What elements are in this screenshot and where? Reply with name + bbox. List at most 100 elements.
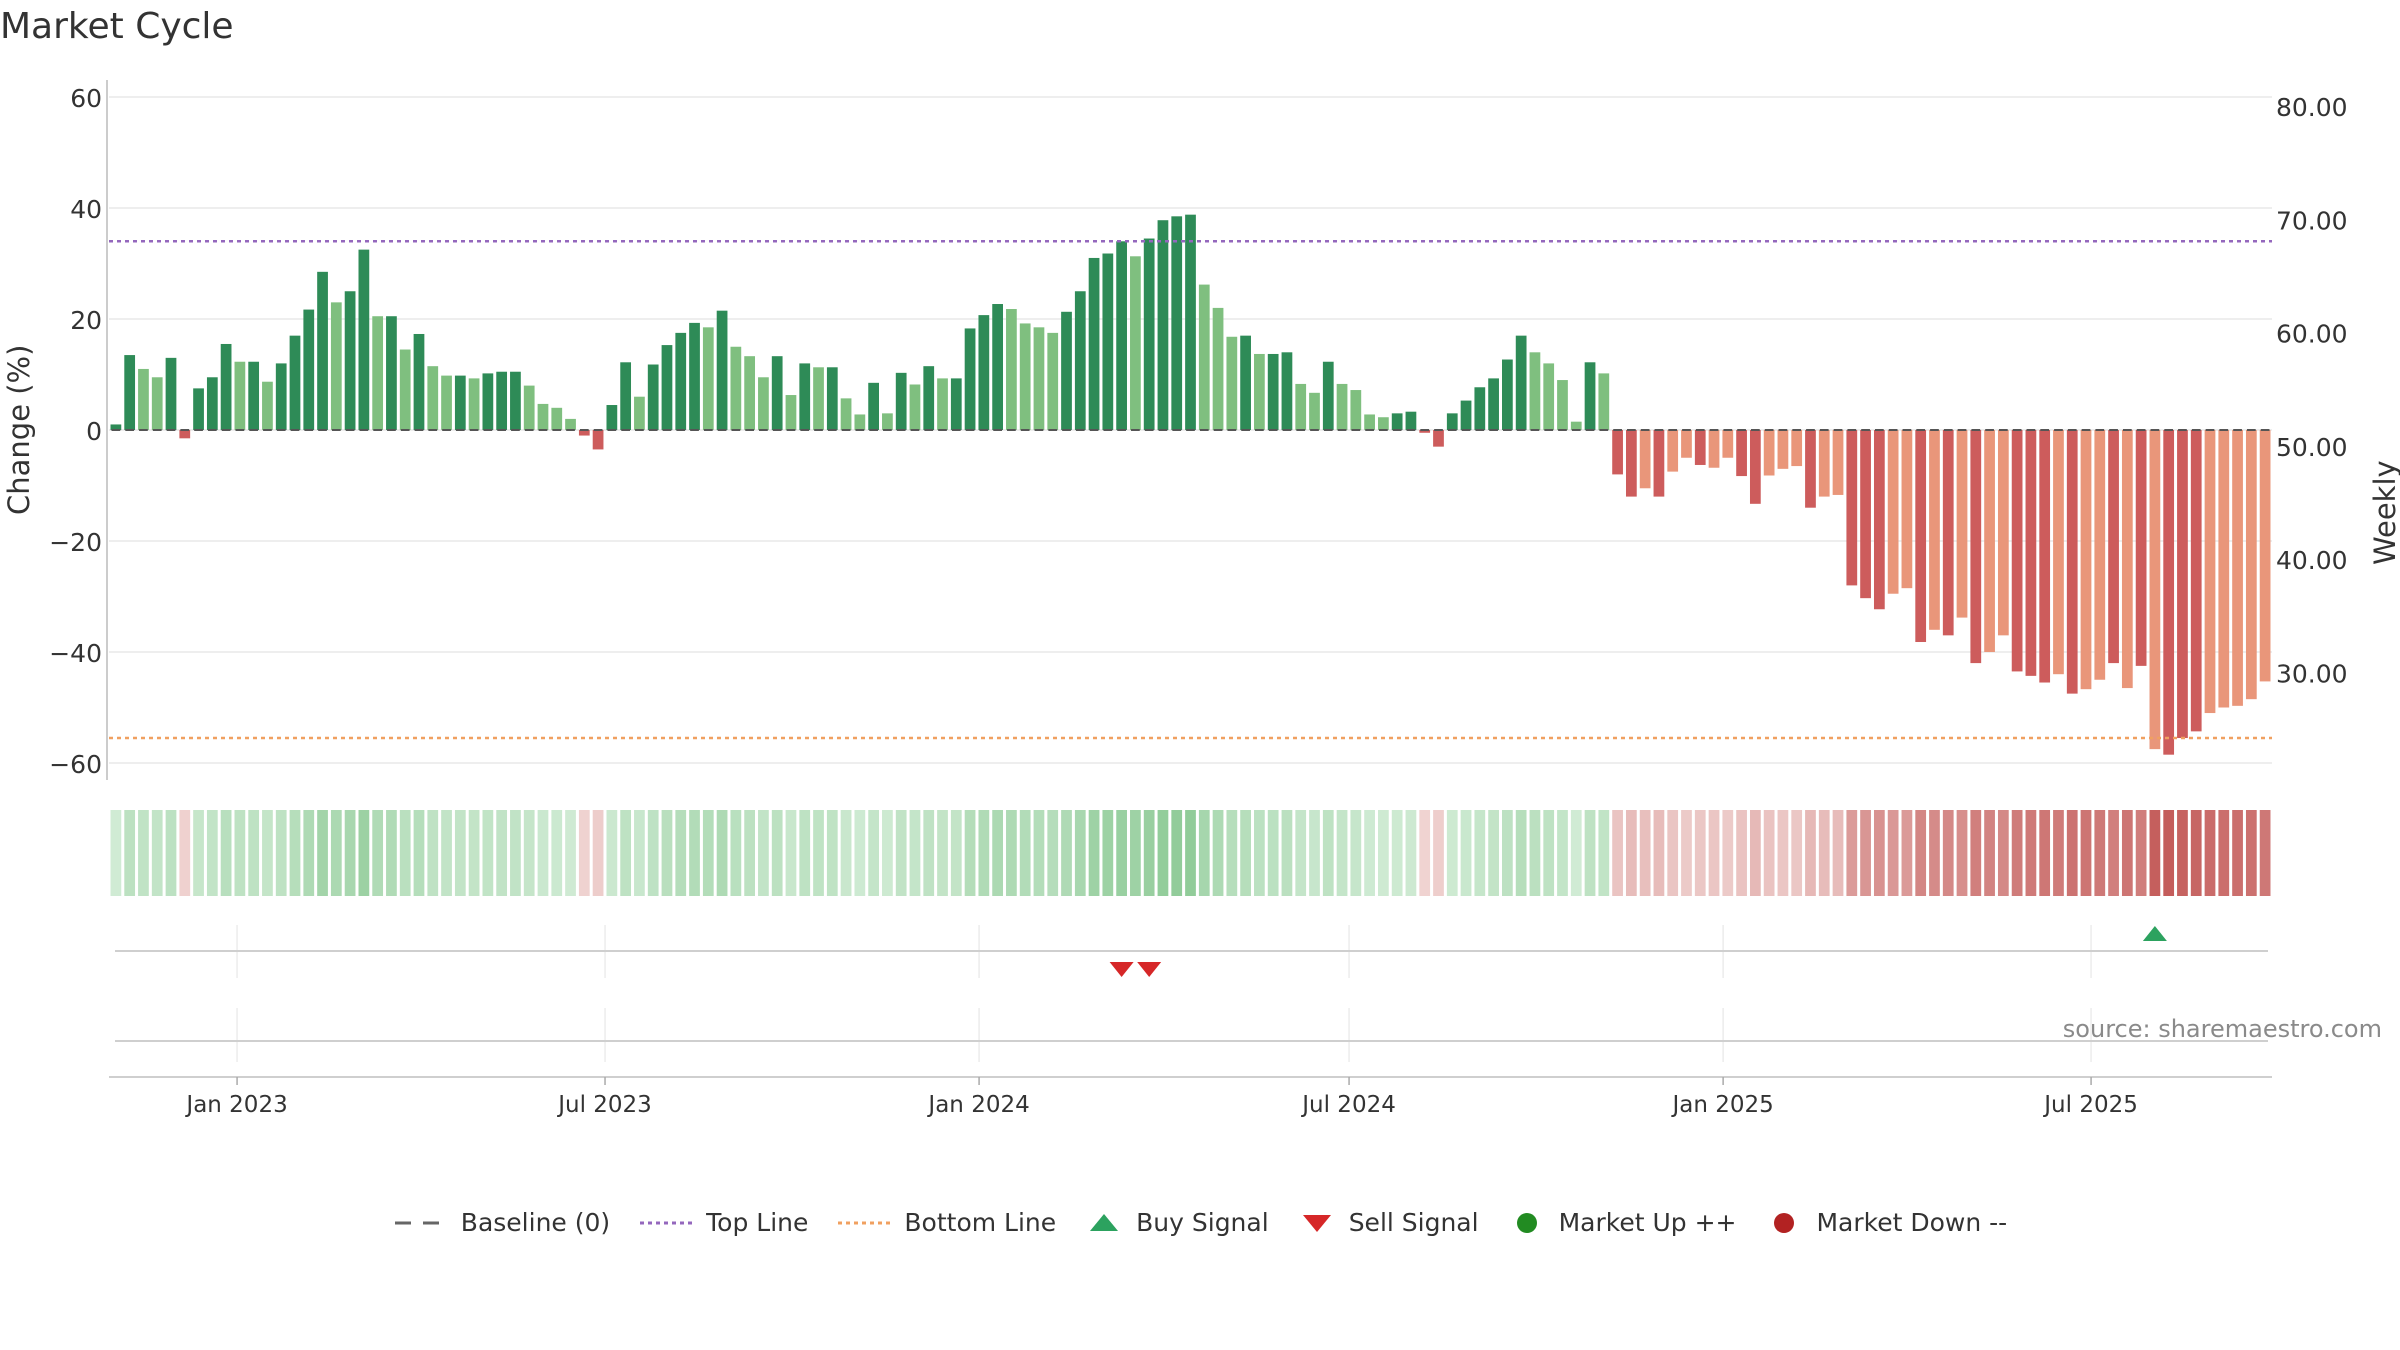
change-bar bbox=[606, 405, 618, 430]
heat-cell bbox=[1185, 810, 1196, 896]
heat-cell bbox=[1350, 810, 1362, 896]
change-bar bbox=[1942, 430, 1954, 636]
legend-top-line-label: Top Line bbox=[706, 1208, 809, 1237]
legend-sell-signal: Sell Signal bbox=[1297, 1208, 1479, 1237]
change-bar bbox=[978, 315, 990, 430]
heat-cell bbox=[1736, 810, 1747, 896]
change-bar bbox=[1446, 413, 1458, 430]
heat-cell bbox=[1901, 810, 1913, 896]
change-bar bbox=[399, 349, 411, 430]
heat-cell bbox=[2066, 810, 2078, 896]
change-bar bbox=[1763, 430, 1775, 476]
y2-tick-label: 70.00 bbox=[2276, 206, 2348, 235]
change-bar bbox=[813, 367, 824, 430]
change-bar bbox=[1515, 335, 1527, 430]
heat-cell bbox=[702, 810, 714, 896]
heat-cell bbox=[937, 810, 948, 896]
heat-cell bbox=[303, 810, 315, 896]
change-bar bbox=[702, 327, 714, 430]
legend-market-up: Market Up ++ bbox=[1507, 1208, 1736, 1237]
change-bar bbox=[565, 418, 576, 430]
change-bar bbox=[1694, 430, 1706, 465]
change-bar bbox=[427, 366, 439, 430]
change-bar bbox=[275, 363, 287, 430]
heat-cell bbox=[399, 810, 411, 896]
change-bar bbox=[413, 333, 425, 430]
change-bar bbox=[1956, 430, 1968, 618]
change-bar bbox=[2011, 430, 2023, 672]
change-bar bbox=[1887, 430, 1899, 594]
legend-top-line: Top Line bbox=[638, 1208, 808, 1237]
change-bar bbox=[2121, 430, 2133, 689]
heat-cell bbox=[220, 810, 232, 896]
change-bar bbox=[1019, 323, 1031, 430]
change-bar bbox=[1736, 430, 1747, 477]
heat-cell bbox=[1378, 810, 1389, 896]
change-bar bbox=[799, 363, 811, 430]
change-bar bbox=[730, 346, 742, 430]
change-bar bbox=[647, 364, 659, 430]
y2-tick-label: 30.00 bbox=[2276, 660, 2348, 689]
heat-cell bbox=[565, 810, 576, 896]
change-bar bbox=[386, 316, 397, 430]
heat-cell bbox=[206, 810, 218, 896]
change-bar bbox=[372, 316, 384, 430]
heat-cell bbox=[1336, 810, 1348, 896]
heat-cell bbox=[1474, 810, 1486, 896]
heat-cell bbox=[523, 810, 535, 896]
change-bar bbox=[1047, 332, 1059, 430]
heat-cell bbox=[2259, 810, 2271, 896]
heat-cell bbox=[1529, 810, 1541, 896]
change-bar bbox=[124, 355, 136, 430]
heat-cell bbox=[2108, 810, 2119, 896]
heat-cell bbox=[716, 810, 728, 896]
heat-cell bbox=[882, 810, 893, 896]
heat-cell bbox=[634, 810, 645, 896]
change-bar bbox=[1405, 411, 1417, 430]
heat-cell bbox=[2232, 810, 2243, 896]
change-bar bbox=[895, 372, 907, 430]
heat-cell bbox=[730, 810, 742, 896]
change-bar bbox=[1570, 421, 1582, 430]
heat-cell bbox=[1240, 810, 1251, 896]
change-bar bbox=[2163, 430, 2175, 755]
y-tick-label: 60 bbox=[70, 84, 102, 113]
heat-cell bbox=[2094, 810, 2106, 896]
change-bar bbox=[2259, 430, 2271, 682]
heat-cell bbox=[1061, 810, 1072, 896]
signal-panel bbox=[115, 925, 2268, 978]
heat-cell bbox=[1226, 810, 1238, 896]
change-bar bbox=[2190, 430, 2202, 732]
heat-cell bbox=[1832, 810, 1844, 896]
change-bar bbox=[2149, 430, 2161, 750]
heat-cell bbox=[578, 810, 590, 896]
x-tick-label: Jan 2024 bbox=[926, 1092, 1029, 1118]
heat-cell bbox=[1570, 810, 1582, 896]
heat-cell bbox=[358, 810, 370, 896]
sell-signal-marker bbox=[1137, 962, 1162, 977]
y2-tick-label: 50.00 bbox=[2276, 433, 2348, 462]
y2-tick-label: 80.00 bbox=[2276, 93, 2348, 122]
change-bar bbox=[330, 302, 342, 430]
change-bar bbox=[1791, 430, 1803, 467]
change-bar bbox=[1818, 430, 1830, 497]
heat-cell bbox=[386, 810, 397, 896]
heat-cell bbox=[110, 810, 122, 896]
change-bar bbox=[1584, 362, 1596, 430]
heat-cell bbox=[689, 810, 700, 896]
heat-cell bbox=[826, 810, 838, 896]
change-bar bbox=[1832, 430, 1844, 495]
change-bar bbox=[1281, 352, 1293, 430]
change-bar bbox=[234, 361, 246, 430]
heat-cell bbox=[330, 810, 342, 896]
change-bar bbox=[1254, 353, 1265, 430]
heat-cell bbox=[1667, 810, 1679, 896]
y2-tick-label: 60.00 bbox=[2276, 320, 2348, 349]
heat-cell bbox=[813, 810, 824, 896]
change-bar bbox=[1488, 378, 1499, 430]
heat-cell bbox=[1694, 810, 1706, 896]
heat-cell bbox=[551, 810, 563, 896]
heat-cell bbox=[2080, 810, 2092, 896]
source-note: source: sharemaestro.com bbox=[2062, 1015, 2382, 1043]
heat-cell bbox=[1681, 810, 1692, 896]
